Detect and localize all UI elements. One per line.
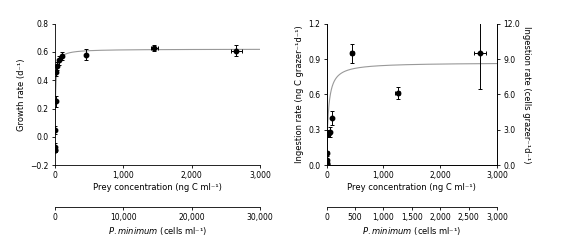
X-axis label: Prey concentration (ng C ml⁻¹): Prey concentration (ng C ml⁻¹) (347, 183, 476, 192)
Y-axis label: Ingestion rate (ng C grazer⁻¹d⁻¹): Ingestion rate (ng C grazer⁻¹d⁻¹) (295, 25, 304, 163)
X-axis label: $\it{P.minimum}$ (cells ml⁻¹): $\it{P.minimum}$ (cells ml⁻¹) (108, 225, 207, 236)
Y-axis label: Growth rate (d⁻¹): Growth rate (d⁻¹) (17, 58, 26, 131)
Y-axis label: Ingestion rate (cells grazer⁻¹d⁻¹): Ingestion rate (cells grazer⁻¹d⁻¹) (522, 26, 531, 163)
X-axis label: Prey concentration (ng C ml⁻¹): Prey concentration (ng C ml⁻¹) (93, 183, 222, 192)
X-axis label: $\it{P.minimum}$ (cells ml⁻¹): $\it{P.minimum}$ (cells ml⁻¹) (362, 225, 461, 236)
